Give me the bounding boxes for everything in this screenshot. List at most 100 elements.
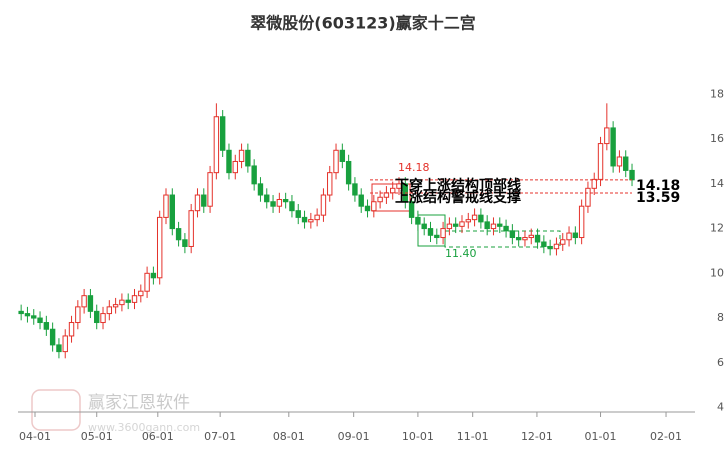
candle-body [616,156,623,167]
candle-body [213,116,220,174]
candle-body [333,149,339,174]
candle-body [125,299,131,303]
candle-body [18,310,24,315]
candle-body [440,228,446,239]
candle-body [528,234,534,239]
candle-body [301,216,308,223]
candle-body [358,194,364,207]
candle-body [119,299,125,306]
candle-body [81,295,87,308]
candle-body [24,313,31,317]
watermark-logo [31,389,81,431]
candle-body [585,187,591,207]
candle-body [503,225,509,232]
candle-body [31,315,37,319]
candle-body [534,234,541,243]
y-tick-label: 10 [710,266,724,279]
x-tick-label: 09-01 [338,430,370,443]
candle-body [295,210,301,218]
level-value: 14.18 [636,178,680,194]
y-tick-label: 14 [710,177,724,190]
x-tick-label: 11-01 [457,430,489,443]
candle-body [396,183,402,189]
candle-body [87,295,94,312]
x-tick-label: 04-01 [19,430,51,443]
watermark-text: 赢家江恩软件 [88,393,190,413]
candle-body [62,335,68,353]
candle-body [131,295,138,303]
candle-body [308,219,314,223]
candle-body [94,310,100,324]
candle-body [459,221,465,227]
candle-body [276,199,283,207]
candle-body [471,214,478,221]
candle-body [138,290,144,297]
candle-body [434,234,440,239]
level-label: 下穿上涨结构顶部线 [395,177,521,194]
candle-body [68,322,75,337]
candle-body [238,149,245,162]
candle-body [597,143,604,180]
candle-body [251,165,257,185]
watermark-url: www.3600gann.com [88,421,200,434]
candle-body [112,304,119,308]
candle-body [352,183,358,196]
candle-body [226,149,232,174]
candle-body [207,172,213,207]
candle-body [245,149,251,167]
candle-body [339,149,346,162]
candle-body [163,194,169,218]
x-tick-label: 02-01 [650,430,682,443]
candle-body [364,205,371,212]
candle-body [75,306,81,324]
candle-body [150,272,157,279]
price-mark: 11.40 [445,247,477,260]
candle-body [560,239,566,245]
candle-body [144,272,150,292]
candle-body [175,228,182,241]
level-value: 13.59 [636,190,680,206]
candle-body [377,196,383,203]
candle-body [43,322,50,330]
candle-body [264,194,270,203]
candle-body [572,232,579,239]
candle-body [37,317,43,324]
candle-body [623,156,629,171]
candle-body [509,230,516,239]
y-tick-label: 8 [717,311,724,324]
candle-body [478,214,484,223]
candle-body [270,201,276,207]
candle-body [182,239,188,247]
candle-body [578,205,585,239]
candle-body [547,245,553,250]
candle-body [100,313,106,324]
candle-body [327,172,333,196]
structure-box [444,230,561,248]
candle-body [541,241,547,247]
y-tick-label: 16 [710,132,724,145]
candle-body [188,210,194,247]
candle-body [201,194,207,207]
structure-box [371,183,411,212]
candle-body [282,199,289,203]
candle-body [484,221,490,230]
candle-body [345,160,352,185]
watermark: 赢家江恩软件 www.3600gann.com [31,389,200,434]
candle-body [515,237,522,241]
candle-body [194,194,201,212]
candle-body [427,228,434,236]
x-tick-label: 05-01 [81,430,113,443]
candle-body [522,237,528,241]
candle-body [629,169,635,181]
chart-title: 翠微股份(603123)赢家十二宫 [250,14,475,33]
candle-body [591,178,597,189]
price-mark: 14.18 [398,161,430,174]
candle-body [371,201,377,212]
candle-body [257,183,264,196]
candle-body [408,201,415,218]
x-tick-label: 08-01 [273,430,305,443]
x-tick-label: 01-01 [585,430,617,443]
candle-body [446,223,453,230]
y-tick-label: 6 [717,356,724,369]
candle-body [106,306,113,315]
